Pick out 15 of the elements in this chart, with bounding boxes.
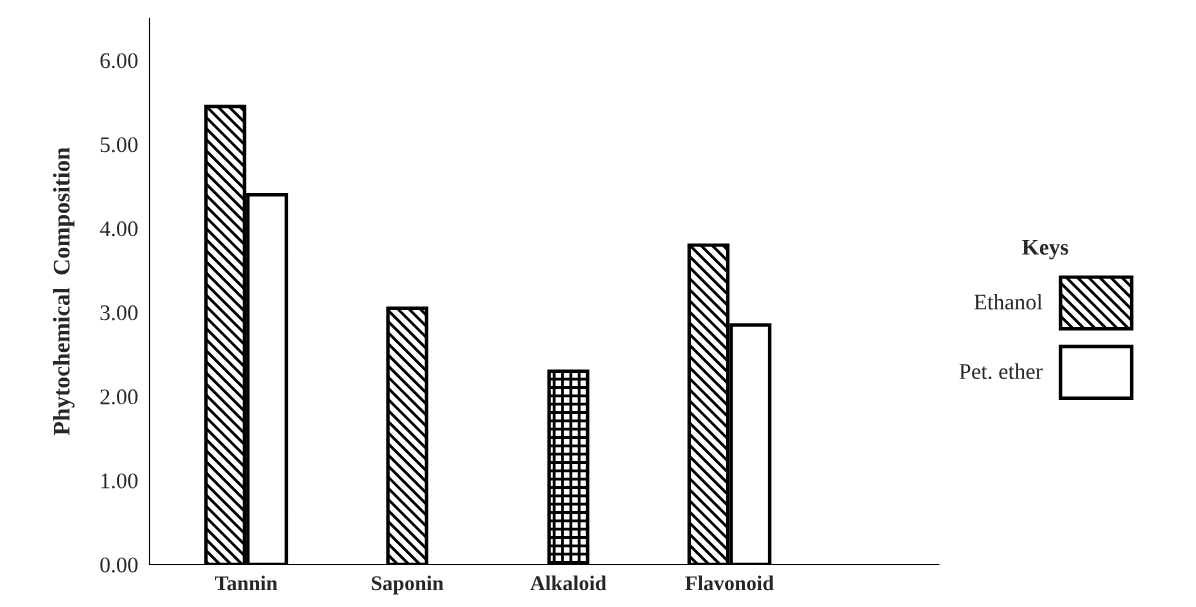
x-tick-label: Tannin xyxy=(215,575,278,591)
y-tick-label: 1.00 xyxy=(101,473,138,489)
x-tick-label: Saponin xyxy=(371,575,444,595)
legend-title: Keys xyxy=(1022,239,1069,260)
y-tick-label: 0.00 xyxy=(100,557,138,573)
x-tick-label: Flavonoid xyxy=(685,575,774,591)
y-tick-label: 4.00 xyxy=(99,221,138,237)
y-axis-title: Phytochemical Composition xyxy=(53,147,75,436)
y-tick-label: 3.00 xyxy=(100,305,138,321)
y-tick-label: 6.00 xyxy=(100,53,138,69)
y-tick-label: 2.00 xyxy=(100,389,138,405)
legend-label: Ethanol xyxy=(974,293,1043,310)
legend-label: Pet. ether xyxy=(959,363,1043,380)
x-tick-label: Alkaloid xyxy=(530,575,607,591)
y-tick-label: 5.00 xyxy=(100,137,138,153)
